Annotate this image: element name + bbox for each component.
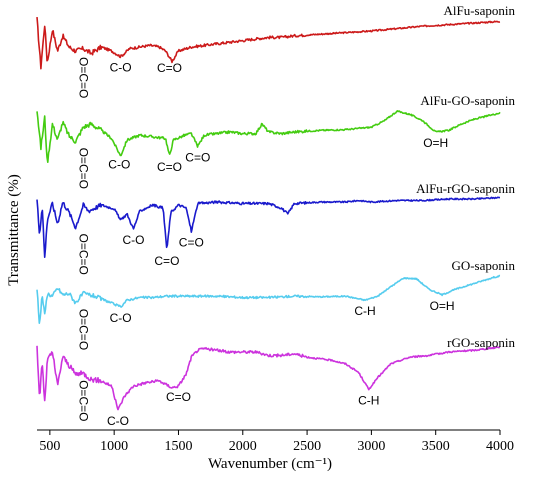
peak-annotation: C-O	[110, 311, 132, 325]
peak-annotation: C-H	[354, 304, 375, 318]
series-line-go-saponin	[36, 274, 501, 324]
series-line-alfu-rgo-saponin	[36, 196, 500, 258]
peak-annotation: C=O	[185, 150, 210, 164]
series-line-rgo-saponin	[36, 345, 501, 411]
x-axis-label: Wavenumber (cm⁻¹)	[208, 456, 332, 472]
peak-annotation: O=C=O	[77, 148, 91, 189]
spectra-group	[36, 17, 501, 411]
peak-annotations: O=C=O C-O C=OO=C=O C-O C=OC=OO=HO=C=O C-OC=OC…	[77, 57, 455, 428]
peak-annotation: O=C=O	[77, 309, 91, 350]
x-tick-label: 4000	[486, 439, 514, 454]
x-tick-label: 1500	[164, 439, 192, 454]
series-name-label: rGO-saponin	[447, 335, 515, 350]
peak-annotation: O=H	[430, 299, 455, 313]
y-axis-label: Transmittance (%)	[6, 174, 22, 286]
peak-annotation: C=O	[166, 390, 191, 404]
x-ticks: 500 1000 1500 2000 2500 3000 3500 4000	[39, 430, 514, 454]
x-tick-label: 2000	[229, 439, 257, 454]
peak-annotation: O=C=O	[77, 57, 91, 98]
series-name-label: AlFu-GO-saponin	[420, 93, 515, 108]
peak-annotation: C-O	[108, 158, 130, 172]
peak-annotation: C-O	[107, 414, 129, 428]
series-labels: AlFu-saponin AlFu-GO-saponin AlFu-rGO-sapo…	[416, 3, 515, 350]
peak-annotation: C-H	[358, 393, 379, 407]
x-tick-label: 3500	[422, 439, 450, 454]
series-name-label: AlFu-saponin	[444, 3, 516, 18]
peak-annotation: C=O	[157, 160, 182, 174]
series-line-alfu-saponin	[36, 17, 501, 70]
peak-annotation: C-O	[110, 61, 132, 75]
x-tick-label: 500	[39, 439, 60, 454]
peak-annotation: O=H	[423, 136, 448, 150]
peak-annotation: C-O	[123, 233, 145, 247]
peak-annotation: O=C=O	[77, 380, 91, 421]
x-tick-label: 2500	[293, 439, 321, 454]
series-name-label: AlFu-rGO-saponin	[416, 181, 515, 196]
series-line-alfu-go-saponin	[36, 110, 501, 163]
x-tick-label: 1000	[100, 439, 128, 454]
peak-annotation: C=O	[157, 61, 182, 75]
peak-annotation: C=O	[154, 254, 179, 268]
x-tick-label: 3000	[357, 439, 385, 454]
peak-annotation: C=O	[179, 235, 204, 249]
peak-annotation: O=C=O	[77, 234, 91, 275]
series-name-label: GO-saponin	[451, 258, 515, 273]
